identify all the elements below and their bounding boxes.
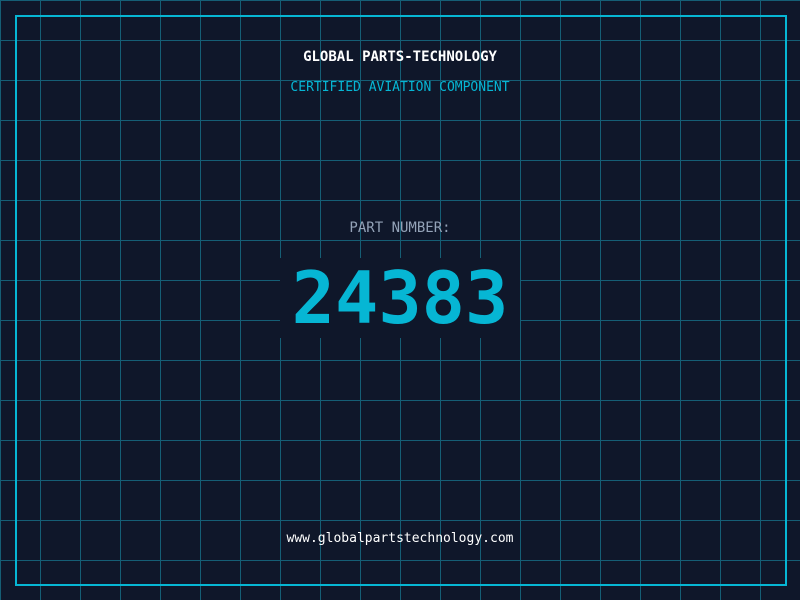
part-number-value: 24383 bbox=[280, 258, 520, 338]
company-name: GLOBAL PARTS-TECHNOLOGY bbox=[303, 49, 497, 65]
website-url: www.globalpartstechnology.com bbox=[286, 531, 514, 546]
part-number-label: PART NUMBER: bbox=[349, 220, 451, 236]
certification-subtitle: CERTIFIED AVIATION COMPONENT bbox=[290, 80, 510, 95]
border-frame bbox=[15, 15, 787, 586]
